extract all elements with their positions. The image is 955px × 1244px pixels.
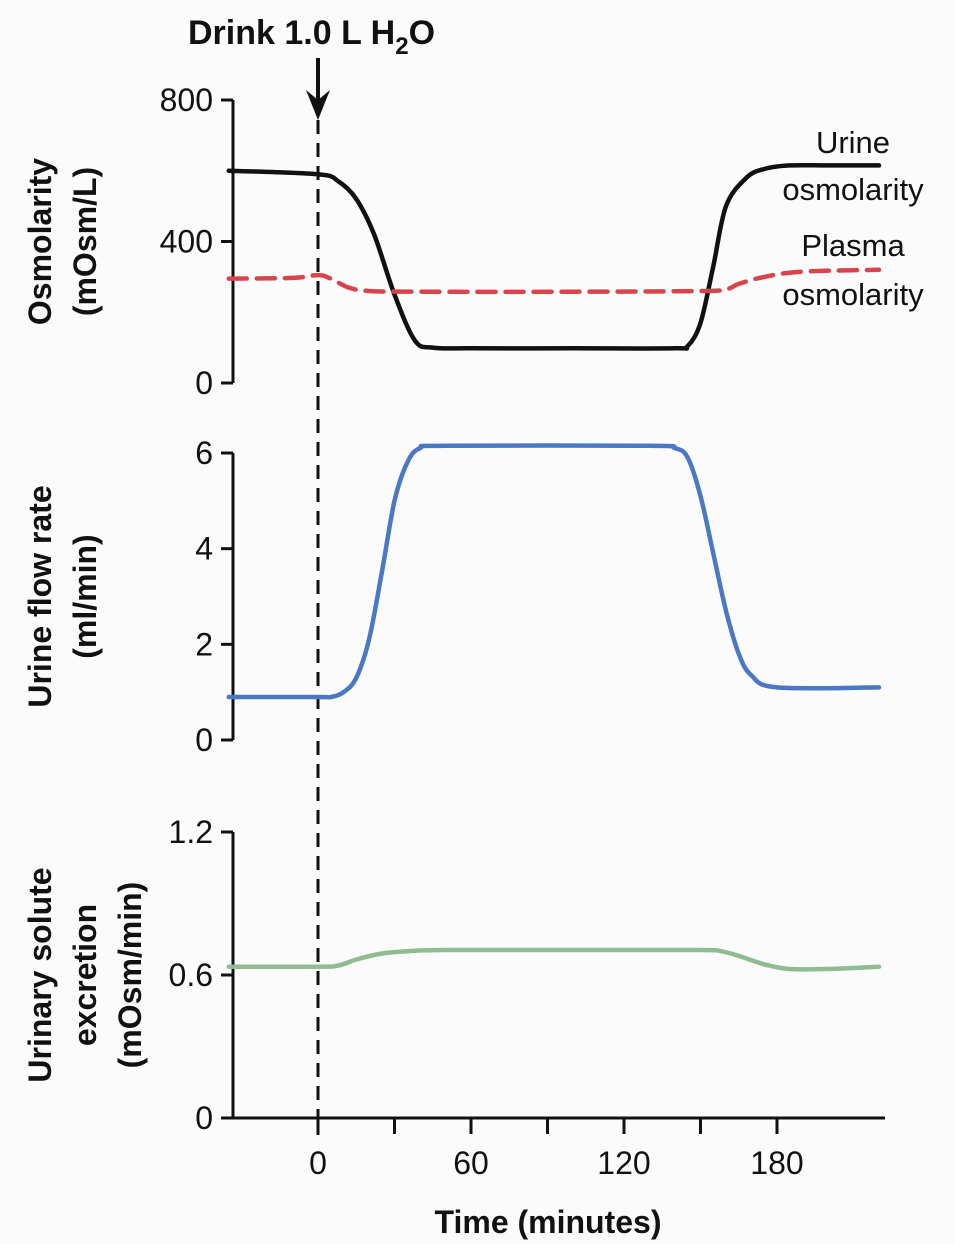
y-axis-title-line: (ml/min) <box>67 534 103 658</box>
series-label-plasma-osmolarity: Plasma <box>801 228 905 263</box>
x-axis-title: Time (minutes) <box>435 1204 662 1240</box>
drink-subscript: 2 <box>395 33 408 60</box>
series-line-urinary-solute-excretion <box>226 947 882 972</box>
x-tick-label: 120 <box>597 1145 650 1181</box>
y-axis-title-line: (mOsm/L) <box>67 167 103 316</box>
drink-arrow <box>306 58 330 120</box>
x-tick-label: 180 <box>750 1145 803 1181</box>
panel-osmolarity: 0 400 800 Osmolarity (mOsm/L) Urine osmolarity… <box>22 82 924 401</box>
series-line-plasma-osmolarity <box>226 267 882 295</box>
series-label-urine-osmolarity: osmolarity <box>782 172 924 207</box>
y-axis-title-line: Urine flow rate <box>22 485 58 707</box>
y-tick-label: 2 <box>195 626 213 662</box>
drink-prefix: Drink 1.0 L H <box>188 14 395 52</box>
y-tick-label: 0.6 <box>169 957 213 993</box>
y-tick-label: 6 <box>195 435 213 471</box>
y-tick-label: 0 <box>195 722 213 758</box>
x-axis: 0 60 120 180 <box>233 1116 885 1181</box>
series-label-plasma-osmolarity: osmolarity <box>782 277 924 312</box>
series-line-urine-osmolarity <box>226 162 882 351</box>
x-tick-label: 0 <box>309 1145 327 1181</box>
panel-urinary-solute-excretion: 0 0.6 1.2 Urinary solute excretion (mOsm/min) <box>22 814 882 1136</box>
y-axis-title-line: Urinary solute <box>22 867 58 1082</box>
y-tick-label: 4 <box>195 531 213 567</box>
drink-annotation: Drink 1.0 L H2O <box>188 14 435 60</box>
y-tick-label: 0 <box>195 1100 213 1136</box>
x-tick-label: 60 <box>453 1145 489 1181</box>
series-label-urine-osmolarity: Urine <box>816 125 890 160</box>
y-tick-label: 400 <box>160 224 213 260</box>
y-axis-title-line: Osmolarity <box>22 158 58 325</box>
y-axis-title-line: (mOsm/min) <box>112 882 148 1069</box>
y-tick-label: 800 <box>160 82 213 118</box>
panel-urine-flow-rate: 0 2 4 6 Urine flow rate (ml/min) <box>22 435 882 758</box>
y-axis-title-line: excretion <box>67 904 103 1046</box>
y-tick-label: 0 <box>195 365 213 401</box>
series-line-urine-flow-rate <box>226 443 882 700</box>
y-tick-label: 1.2 <box>169 814 213 850</box>
drink-suffix: O <box>409 14 435 52</box>
